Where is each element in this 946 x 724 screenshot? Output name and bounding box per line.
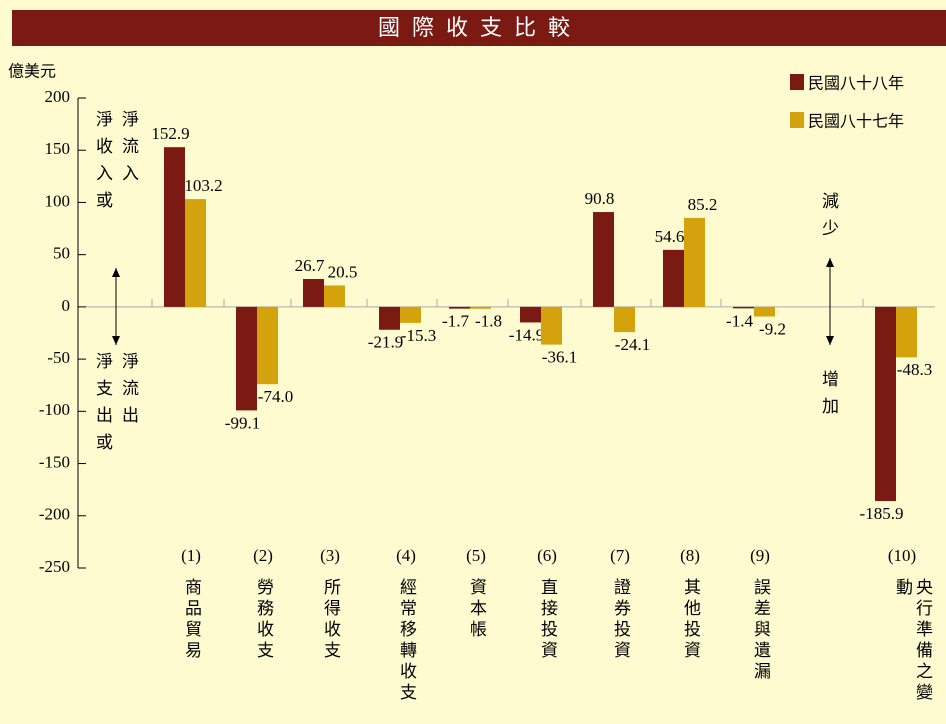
bar — [470, 306, 491, 309]
value-label: -1.7 — [442, 312, 469, 331]
value-label: -21.9 — [368, 333, 403, 352]
chart-title: 國際收支比較 — [378, 16, 582, 41]
x-tick-label: (10) — [888, 546, 916, 565]
category-name: 直接投資 — [537, 578, 557, 662]
bar — [236, 306, 257, 411]
value-label: 152.9 — [151, 124, 189, 143]
bar — [185, 199, 206, 307]
title-bar — [12, 10, 946, 46]
x-tick-label: (3) — [320, 546, 340, 565]
value-label: -15.3 — [401, 326, 436, 345]
value-label: -99.1 — [225, 413, 260, 432]
bar — [400, 306, 421, 323]
bar — [541, 306, 562, 345]
y-tick-label: -200 — [39, 505, 70, 524]
value-label: 20.5 — [328, 262, 358, 281]
bar — [733, 306, 754, 309]
x-tick-label: (6) — [537, 546, 557, 565]
value-label: -1.4 — [726, 311, 753, 330]
bar — [614, 306, 635, 333]
y-axis-label: 億美元 — [8, 62, 56, 81]
x-tick-label: (9) — [750, 546, 770, 565]
bar — [684, 217, 705, 307]
x-tick-label: (7) — [610, 546, 630, 565]
legend-label: 民國八十八年 — [808, 74, 904, 93]
arrow-head — [112, 268, 120, 277]
y-tick-label: -150 — [39, 452, 70, 471]
value-label: -14.9 — [509, 325, 544, 344]
bar — [593, 212, 614, 307]
x-tick-label: (1) — [181, 546, 201, 565]
category-name: 資本帳 — [466, 578, 486, 641]
category-name: 商品貿易 — [181, 578, 201, 662]
bar — [257, 306, 278, 385]
y-tick-label: 200 — [45, 87, 71, 106]
annotation: 淨流入 — [118, 110, 138, 191]
value-label: -185.9 — [860, 504, 904, 523]
bar — [896, 306, 917, 358]
arrow-head — [112, 336, 120, 345]
legend-label: 民國八十七年 — [808, 112, 904, 131]
y-tick-label: -50 — [47, 348, 70, 367]
y-tick-label: 100 — [45, 191, 71, 210]
bar — [754, 306, 775, 317]
value-label: -1.8 — [475, 312, 502, 331]
bar — [379, 306, 400, 330]
annotation: 增加 — [818, 370, 838, 424]
category-name: 誤差與遺漏 — [750, 578, 770, 683]
y-tick-label: 0 — [62, 296, 71, 315]
x-tick-label: (2) — [253, 546, 273, 565]
value-label: -9.2 — [759, 319, 786, 338]
arrow-head — [826, 258, 834, 267]
arrow-head — [826, 336, 834, 345]
x-tick-label: (4) — [396, 546, 416, 565]
bar — [875, 306, 896, 502]
value-label: 103.2 — [184, 176, 222, 195]
legend-swatch — [790, 74, 804, 90]
category-name: 其他投資 — [680, 578, 700, 662]
bar — [164, 147, 185, 307]
y-tick-label: 50 — [53, 244, 70, 263]
legend-swatch — [790, 112, 804, 128]
annotation: 淨收入或 — [92, 110, 112, 218]
annotation: 淨支出或 — [92, 352, 112, 460]
x-tick-label: (8) — [680, 546, 700, 565]
category-name: 央行準備之變動 — [892, 578, 932, 704]
category-name: 經常移轉收支 — [396, 578, 416, 704]
value-label: -74.0 — [258, 387, 293, 406]
value-label: 26.7 — [295, 256, 325, 275]
category-name: 所得收支 — [320, 578, 340, 662]
value-label: 54.6 — [655, 227, 685, 246]
value-label: 90.8 — [585, 189, 615, 208]
y-tick-label: 150 — [45, 139, 71, 158]
value-label: 85.2 — [688, 195, 718, 214]
category-name: 勞務收支 — [253, 578, 273, 662]
category-name: 證券投資 — [610, 578, 630, 662]
bar — [303, 279, 324, 307]
bar — [663, 249, 684, 307]
value-label: -48.3 — [897, 360, 932, 379]
y-tick-label: -250 — [39, 557, 70, 576]
value-label: -36.1 — [542, 347, 577, 366]
bar — [449, 306, 470, 309]
bar — [324, 285, 345, 307]
annotation: 減少 — [818, 192, 838, 246]
x-tick-label: (5) — [466, 546, 486, 565]
bar — [520, 306, 541, 323]
value-label: -24.1 — [615, 335, 650, 354]
annotation: 淨流出 — [118, 352, 138, 433]
y-tick-label: -100 — [39, 400, 70, 419]
